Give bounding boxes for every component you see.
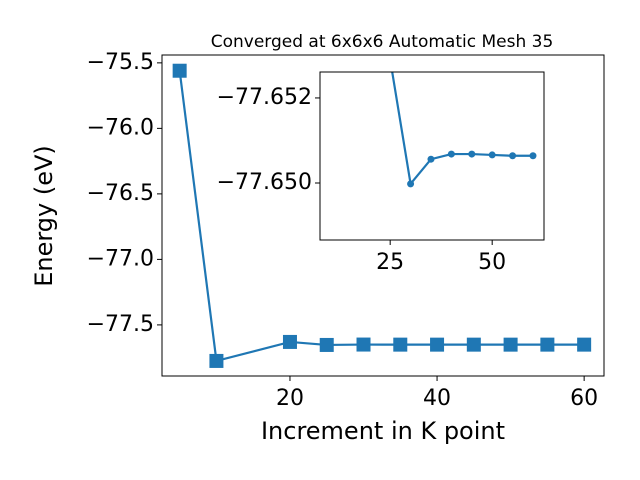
plot-area [172,63,592,368]
axes-frame [161,54,605,377]
marker [540,337,555,352]
marker [172,63,187,78]
marker [430,337,445,352]
marker [509,152,517,160]
x-tick-label: 50 [478,250,506,275]
marker [468,150,476,158]
y-tick-label: −77.650 [217,170,312,195]
y-tick-label: −77.0 [87,246,154,271]
x-tick-label: 25 [376,250,404,275]
axes: 25 50 −77.652 −77.650 [217,71,545,275]
axes-frame [319,71,545,241]
chart-title: Converged at 6x6x6 Automatic Mesh 35 [211,32,554,52]
marker [209,353,224,368]
y-tick-label: −77.652 [217,85,312,110]
x-tick-label: 60 [570,386,598,411]
marker [529,152,537,160]
marker [466,337,481,352]
x-axis-label: Increment in K point [261,417,505,445]
marker [356,337,371,352]
y-tick-label: −76.5 [87,181,154,206]
x-tick-label: 20 [276,386,304,411]
marker [503,337,518,352]
y-tick-label: −77.5 [87,312,154,337]
marker [577,337,592,352]
marker [319,337,334,352]
marker [427,155,435,163]
marker [488,151,496,159]
y-tick-label: −76.0 [87,115,154,140]
marker [282,334,297,349]
marker [407,180,415,188]
plot-area [391,72,537,188]
x-tick-label: 40 [423,386,451,411]
y-axis-label: Energy (eV) [30,145,58,287]
y-tick-label: −75.5 [87,50,154,75]
marker [447,150,455,158]
marker [393,337,408,352]
